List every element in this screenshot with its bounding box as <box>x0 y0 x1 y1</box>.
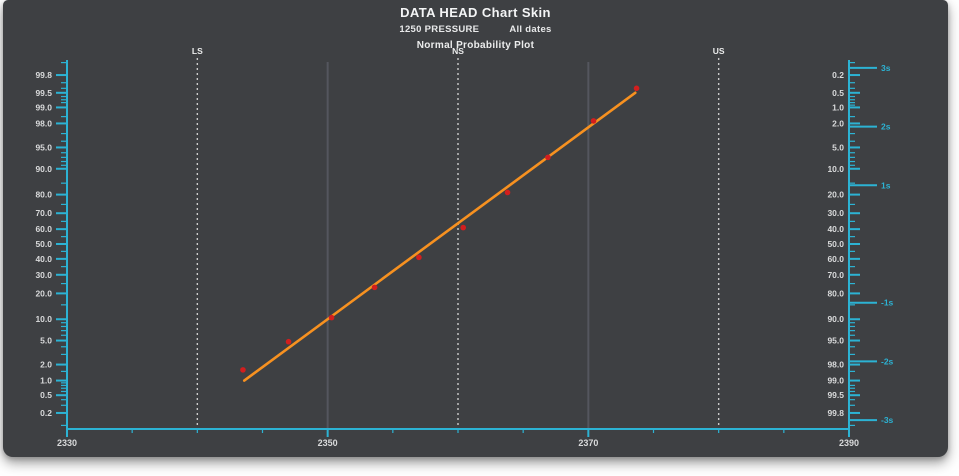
x-tick-label: 2370 <box>578 438 598 448</box>
data-point[interactable] <box>633 85 640 92</box>
date-filter-label: All dates <box>509 24 552 35</box>
right-axis-ticks: 0.2 0.5 1.0 2.0 5.0 10.0 20.0 30.0 40.0 50.0 60.0 7… <box>827 62 860 426</box>
x-tick-label: 2390 <box>839 438 859 448</box>
left-tick-label: 60.0 <box>35 224 52 234</box>
left-tick-label: 20.0 <box>35 288 52 298</box>
right-tick-label: 99.5 <box>827 390 844 400</box>
fit-line <box>242 91 637 382</box>
left-tick-label: 98.0 <box>35 118 52 128</box>
right-tick-label: 0.2 <box>832 70 844 80</box>
left-tick-label: 10.0 <box>35 314 52 324</box>
left-tick-label: 99.0 <box>35 102 52 112</box>
x-tick-label: 2330 <box>57 438 77 448</box>
data-point[interactable] <box>590 118 597 124</box>
right-tick-label: 70.0 <box>827 270 844 280</box>
plot-kind-label: Normal Probability Plot <box>416 40 535 51</box>
data-point[interactable] <box>371 284 378 291</box>
right-tick-label: 1.0 <box>832 102 844 112</box>
sigma-label: 1s <box>881 180 891 190</box>
left-tick-label: 40.0 <box>35 254 52 264</box>
chart-widget: DATA HEAD Chart Skin 1250 PRESSURE All d… <box>3 0 948 457</box>
data-point[interactable] <box>460 224 467 231</box>
left-tick-label: 99.8 <box>35 70 52 80</box>
left-tick-label: 50.0 <box>35 239 52 249</box>
reference-lines: LS NS US <box>192 46 725 429</box>
left-tick-label: 0.5 <box>40 390 52 400</box>
sigma-label: -1s <box>881 298 894 308</box>
left-tick-label: 2.0 <box>40 360 52 370</box>
right-tick-label: 10.0 <box>827 164 844 174</box>
right-tick-label: 30.0 <box>827 208 844 218</box>
left-tick-label: 30.0 <box>35 270 52 280</box>
left-axis-ticks: 99.8 99.5 99.0 98.0 95.0 90.0 80.0 70.0 60.0 50.0… <box>35 62 67 426</box>
sigma-label: -3s <box>881 415 894 425</box>
x-tick-label: 2350 <box>318 438 338 448</box>
chart-header: DATA HEAD Chart Skin 1250 PRESSURE All d… <box>3 5 948 51</box>
x-axis-ticks: 2330 2350 2370 2390 <box>57 429 859 448</box>
right-tick-label: 2.0 <box>832 118 844 128</box>
right-tick-label: 60.0 <box>827 254 844 264</box>
data-point[interactable] <box>504 189 511 196</box>
sigma-label: 2s <box>881 122 891 132</box>
data-point[interactable] <box>240 367 246 373</box>
reference-label-ns: NS <box>452 46 464 56</box>
sigma-label: 3s <box>881 63 891 73</box>
series-label: 1250 PRESSURE <box>399 24 480 35</box>
left-tick-label: 99.5 <box>35 88 52 98</box>
probability-plot-canvas[interactable]: LS NS US 99.8 99.5 99.0 98.0 95.0 90.0 80.0 70.0 60… <box>3 0 948 457</box>
sigma-label: -2s <box>881 356 894 366</box>
left-tick-label: 0.2 <box>40 408 52 418</box>
right-tick-label: 50.0 <box>827 239 844 249</box>
right-tick-label: 20.0 <box>827 190 844 200</box>
reference-label-us: US <box>713 46 725 56</box>
gridlines <box>326 62 590 428</box>
right-tick-label: 40.0 <box>827 224 844 234</box>
data-point[interactable] <box>416 254 422 261</box>
left-tick-label: 95.0 <box>35 142 52 152</box>
left-tick-label: 70.0 <box>35 208 52 218</box>
right-tick-label: 5.0 <box>832 142 844 152</box>
sigma-ticks: 3s 2s 1s -1s -2s -3s <box>849 63 894 425</box>
data-points <box>240 85 640 373</box>
right-tick-label: 90.0 <box>827 314 844 324</box>
right-tick-label: 0.5 <box>832 88 844 98</box>
data-point[interactable] <box>285 338 292 345</box>
right-tick-label: 95.0 <box>827 336 844 346</box>
reference-label-ls: LS <box>192 46 203 56</box>
right-tick-label: 98.0 <box>827 360 844 370</box>
chart-title: DATA HEAD Chart Skin <box>400 5 551 20</box>
data-point[interactable] <box>328 314 335 321</box>
data-point[interactable] <box>545 154 551 161</box>
chart-subtitle: 1250 PRESSURE All dates <box>3 24 948 35</box>
left-tick-label: 80.0 <box>35 190 52 200</box>
right-tick-label: 80.0 <box>827 288 844 298</box>
right-tick-label: 99.0 <box>827 376 844 386</box>
left-tick-label: 5.0 <box>40 336 52 346</box>
left-tick-label: 90.0 <box>35 164 52 174</box>
left-tick-label: 1.0 <box>40 376 52 386</box>
right-tick-label: 99.8 <box>827 408 844 418</box>
